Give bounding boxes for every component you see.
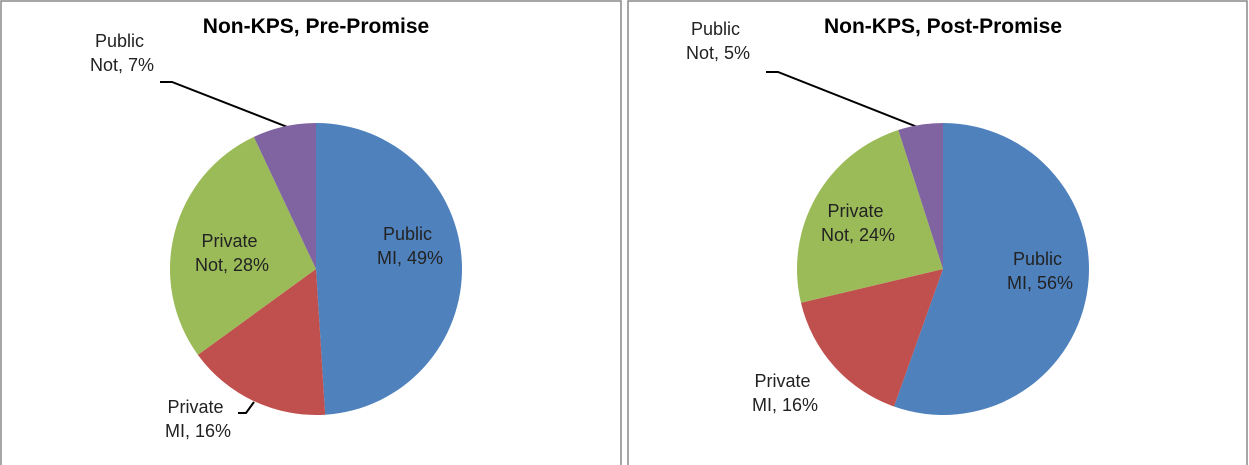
label-line: Public xyxy=(95,31,149,51)
chart-title: Non-KPS, Pre-Promise xyxy=(203,15,429,38)
data-label: Private Not, 28% xyxy=(195,231,269,275)
label-line: Public xyxy=(691,19,745,39)
label-line: Private xyxy=(167,397,228,417)
label-line: Not, 28% xyxy=(195,255,269,275)
pie-slice xyxy=(800,269,943,407)
label-line: Private xyxy=(754,371,815,391)
label-line: Private xyxy=(201,231,262,251)
label-line: Public xyxy=(1013,249,1067,269)
label-line: MI, 16% xyxy=(752,395,818,415)
leader-line xyxy=(766,71,921,129)
leader-line xyxy=(238,401,255,414)
label-line: Private xyxy=(827,201,888,221)
pie-slice xyxy=(253,123,316,269)
data-label: Private MI, 16% xyxy=(752,371,818,415)
label-line: Not, 24% xyxy=(821,225,895,245)
label-line: MI, 16% xyxy=(165,421,231,441)
data-label: Public MI, 49% xyxy=(377,224,443,268)
data-label: Public MI, 56% xyxy=(1007,249,1073,293)
data-label: Public Not, 5% xyxy=(686,19,750,63)
label-line: MI, 49% xyxy=(377,248,443,268)
pie-slice xyxy=(170,136,316,355)
label-line: Not, 5% xyxy=(686,43,750,63)
data-label: Private Not, 24% xyxy=(821,201,895,245)
label-line: Not, 7% xyxy=(90,55,154,75)
pie-slice xyxy=(894,123,1090,415)
label-line: Public xyxy=(383,224,437,244)
pie-slice xyxy=(197,269,326,415)
chart-title: Non-KPS, Post-Promise xyxy=(824,15,1062,38)
pie-slice xyxy=(898,123,943,269)
leader-line xyxy=(160,81,291,129)
data-label: Private MI, 16% xyxy=(165,397,231,441)
pie-slice xyxy=(797,130,943,303)
label-line: MI, 56% xyxy=(1007,273,1073,293)
data-label: Public Not, 7% xyxy=(90,31,154,75)
pie-slice xyxy=(316,123,462,415)
